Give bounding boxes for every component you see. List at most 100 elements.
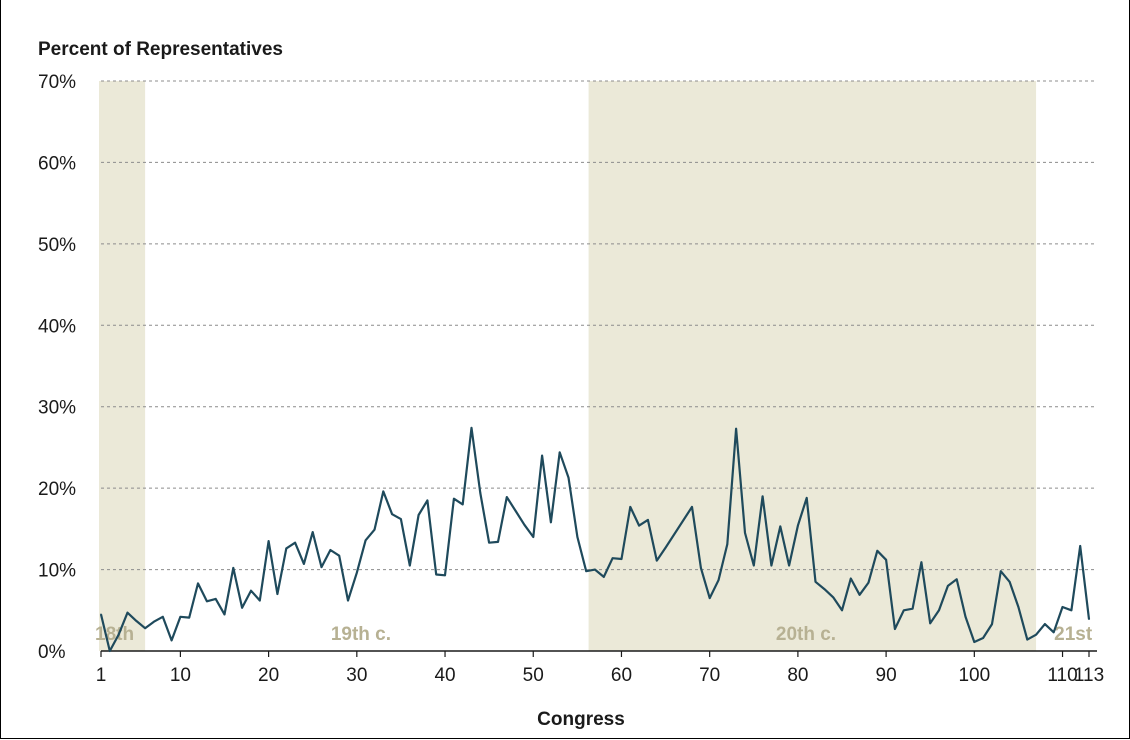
data-point [664, 546, 667, 549]
data-point [541, 454, 543, 457]
data-point [911, 607, 914, 610]
data-point [964, 616, 967, 618]
series [99, 426, 1091, 653]
y-tick-label: 70% [38, 72, 76, 93]
data-point [788, 564, 790, 567]
y-axis-label: Percent of Representatives [38, 39, 283, 60]
data-point [929, 622, 932, 625]
data-point [214, 598, 217, 600]
x-tick-label: 70 [699, 665, 720, 686]
data-point [461, 503, 464, 506]
data-point [153, 620, 155, 623]
data-point [1079, 545, 1081, 547]
data-point [435, 573, 438, 576]
x-tick-label: 20 [258, 665, 279, 686]
data-point [444, 574, 446, 577]
data-point [100, 613, 102, 616]
data-point [594, 568, 596, 571]
data-point [576, 536, 579, 538]
x-axis-label: Congress [537, 709, 625, 730]
data-point [109, 650, 111, 652]
data-point [505, 496, 508, 498]
era-shading [99, 81, 1037, 651]
data-point [894, 628, 896, 630]
x-tick-label: 40 [434, 665, 455, 686]
data-point [603, 576, 605, 578]
data-point [479, 492, 482, 494]
x-tick-label: 50 [523, 665, 544, 686]
data-point [850, 577, 852, 580]
data-point [197, 582, 199, 585]
data-point [453, 497, 455, 500]
data-point [338, 554, 340, 557]
y-tick-label: 40% [38, 316, 76, 337]
data-point [1017, 606, 1020, 608]
data-point [832, 596, 834, 599]
data-point [285, 547, 288, 550]
data-point [117, 633, 120, 636]
data-point [303, 563, 305, 565]
data-point [161, 616, 164, 618]
x-tick-label: 110 [1047, 665, 1077, 686]
data-point [708, 597, 711, 599]
data-point [558, 451, 561, 454]
data-point [973, 641, 976, 643]
data-point [329, 549, 332, 551]
y-tick-label: 50% [38, 235, 76, 256]
data-point [885, 559, 887, 561]
data-point [744, 532, 746, 534]
data-point [858, 594, 861, 596]
data-point [232, 567, 235, 569]
data-point [373, 528, 376, 531]
data-point [1052, 631, 1055, 634]
data-point [223, 613, 226, 616]
data-point [126, 611, 129, 614]
data-point [902, 609, 905, 612]
era-shade-0 [99, 81, 146, 651]
data-point [797, 524, 799, 527]
data-point [311, 531, 314, 533]
data-point [241, 607, 243, 609]
data-point [841, 609, 843, 612]
gridlines [101, 80, 1097, 571]
era-label: 21st [1054, 624, 1093, 645]
data-point [250, 589, 252, 592]
data-point [382, 490, 385, 493]
data-point [470, 427, 473, 429]
data-point [170, 639, 173, 642]
data-point [356, 572, 358, 574]
data-point [982, 637, 984, 639]
data-point [735, 427, 737, 430]
data-point [400, 518, 402, 520]
data-point [638, 524, 640, 527]
data-point [188, 616, 191, 619]
data-point [426, 499, 429, 502]
x-tick-label: 1 [96, 665, 107, 686]
data-point [655, 559, 658, 562]
data-point [938, 609, 940, 612]
data-point [620, 558, 623, 560]
data-point [770, 564, 773, 567]
data-point [920, 561, 923, 564]
data-point [408, 564, 411, 567]
data-point [532, 536, 535, 538]
x-tick-label: 113 [1074, 665, 1104, 686]
data-point [1070, 609, 1073, 612]
data-point [258, 599, 261, 602]
data-point [717, 579, 720, 581]
data-point [276, 593, 279, 595]
data-point [761, 495, 764, 498]
data-point [779, 525, 782, 528]
data-point [497, 541, 499, 543]
data-point [1061, 606, 1064, 608]
data-point [267, 540, 270, 542]
data-point [1035, 633, 1037, 636]
data-point [611, 557, 614, 559]
data-point [294, 541, 296, 544]
data-point [991, 623, 993, 625]
data-point [514, 510, 517, 512]
y-tick-label: 20% [38, 479, 76, 500]
x-tick-label: 100 [958, 665, 990, 686]
